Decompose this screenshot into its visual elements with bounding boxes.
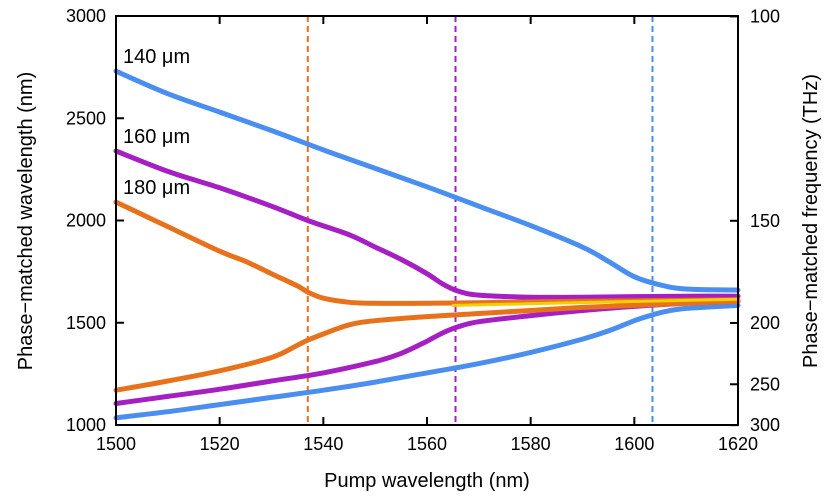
series-0-lower-curve [113,302,741,421]
curve-label-1: 160 μm [123,126,190,148]
plot-frame [115,15,739,426]
curve-label-0: 140 μm [123,46,190,68]
series-curves [113,68,741,421]
x-tick-label: 1600 [614,434,654,454]
axis-ticks: 1500 1520 1540 1560 1580 1600 1620100015002000… [66,6,780,454]
y2-tick-label: 300 [750,415,780,435]
y-tick-label: 1000 [66,415,106,435]
y2-tick-label: 100 [750,6,780,26]
y2-tick-label: 200 [750,313,780,333]
x-axis-title: Pump wavelength (nm) [324,470,530,492]
y2-axis-title: Phase−matched frequency (THz) [800,74,822,368]
y-tick-label: 2500 [66,108,106,128]
y-tick-label: 2000 [66,211,106,231]
curve-label-2: 180 μm [123,177,190,199]
series-2-upper-curve [113,199,741,306]
series-1-upper-curve [113,148,741,300]
x-tick-label: 1620 [718,434,758,454]
curve-labels: 140 μm 160 μm 180 μm [123,46,190,199]
x-tick-label: 1540 [303,434,343,454]
y-axis-title: Phase−matched wavelength (nm) [15,72,37,371]
x-tick-label: 1560 [407,434,447,454]
series-0-upper-curve [113,68,741,293]
x-tick-label: 1520 [200,434,240,454]
series-2-lower-curve [113,298,741,393]
x-tick-label: 1500 [96,434,136,454]
y-tick-label: 3000 [66,6,106,26]
x-tick-label: 1580 [511,434,551,454]
series-3-main-curve [451,297,740,307]
y-tick-label: 1500 [66,313,106,333]
y2-tick-label: 150 [750,211,780,231]
y2-tick-label: 250 [750,374,780,394]
